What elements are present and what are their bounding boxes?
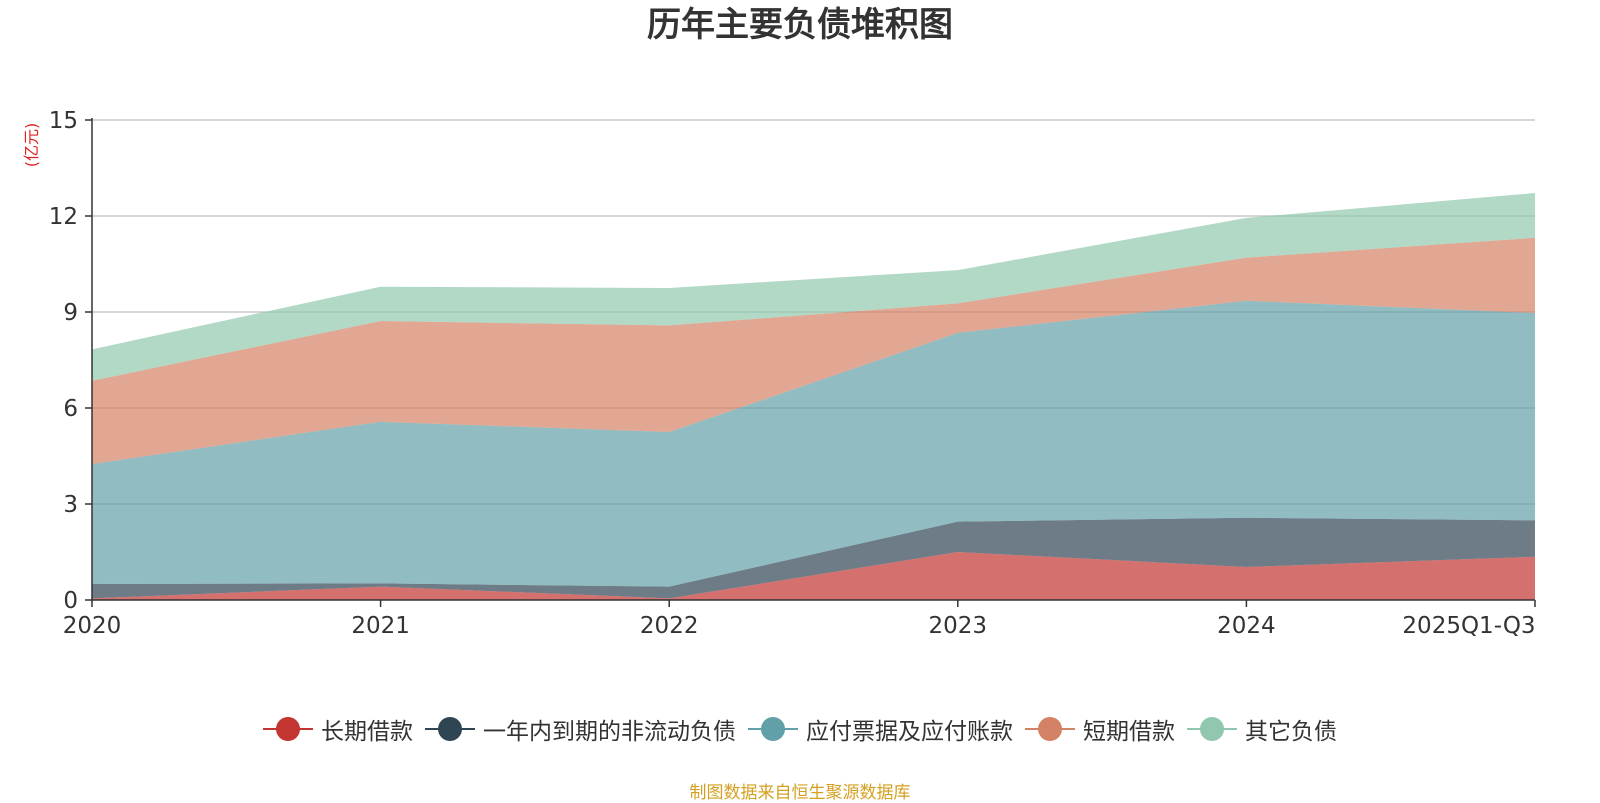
- x-tick-label-5: 2025Q1-Q3: [1402, 613, 1535, 639]
- x-tick-label-4: 2024: [1217, 613, 1276, 639]
- area-series: [92, 193, 1535, 600]
- legend-label: 一年内到期的非流动负债: [483, 719, 736, 745]
- x-tick-label-3: 2023: [929, 613, 988, 639]
- legend-label: 短期借款: [1083, 719, 1175, 745]
- area-series-1: [92, 517, 1535, 599]
- area-series-3: [92, 237, 1535, 464]
- legend-item-4[interactable]: 其它负债: [1187, 712, 1337, 746]
- chart-title: 历年主要负债堆积图: [647, 5, 953, 45]
- y-tick-label-15: 15: [49, 108, 78, 134]
- x-tick-label-1: 2021: [351, 613, 410, 639]
- legend-label: 其它负债: [1245, 719, 1337, 745]
- x-tick-label-2: 2022: [640, 613, 699, 639]
- legend-marker-icon: [425, 715, 475, 743]
- y-tick-label-12: 12: [49, 204, 78, 230]
- data-source-note: 制图数据来自恒生聚源数据库: [689, 783, 911, 803]
- y-tick-label-6: 6: [63, 396, 78, 422]
- legend-item-0[interactable]: 长期借款: [263, 712, 413, 746]
- legend-marker-icon: [263, 715, 313, 743]
- legend-label: 应付票据及应付账款: [806, 719, 1013, 745]
- legend-item-3[interactable]: 短期借款: [1025, 712, 1175, 746]
- axes: 0 3 6 9 12 15 2020 2021 2022 2023 2024 2025Q1-Q3 (亿元…: [22, 108, 1536, 639]
- y-axis-unit-label: (亿元): [22, 123, 41, 168]
- x-tick-label-0: 2020: [63, 613, 122, 639]
- y-tick-label-9: 9: [63, 300, 78, 326]
- legend-marker-icon: [1187, 715, 1237, 743]
- legend-label: 长期借款: [321, 719, 413, 745]
- y-tick-label-3: 3: [63, 492, 78, 518]
- area-series-0: [92, 552, 1535, 600]
- y-tick-label-0: 0: [63, 588, 78, 614]
- legend-item-2[interactable]: 应付票据及应付账款: [748, 712, 1013, 746]
- legend-item-1[interactable]: 一年内到期的非流动负债: [425, 712, 736, 746]
- legend-marker-icon: [748, 715, 798, 743]
- area-series-2: [92, 300, 1535, 587]
- area-series-4: [92, 193, 1535, 381]
- legend-marker-icon: [1025, 715, 1075, 743]
- legend: 长期借款 一年内到期的非流动负债 应付票据及应付账款 短期借款 其它负债: [0, 712, 1600, 746]
